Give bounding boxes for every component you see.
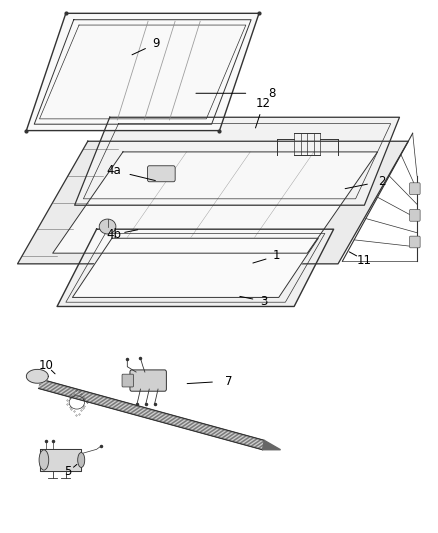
Polygon shape (26, 13, 258, 131)
Polygon shape (262, 440, 280, 450)
Ellipse shape (99, 219, 116, 234)
Polygon shape (72, 238, 318, 297)
FancyBboxPatch shape (130, 370, 166, 391)
FancyBboxPatch shape (409, 236, 419, 248)
FancyBboxPatch shape (122, 374, 133, 387)
FancyBboxPatch shape (409, 183, 419, 195)
Text: 1: 1 (272, 249, 280, 262)
Text: 12: 12 (255, 98, 270, 110)
Polygon shape (39, 449, 81, 471)
Text: 5: 5 (64, 465, 71, 478)
Text: 8: 8 (268, 87, 275, 100)
Text: 2: 2 (377, 175, 385, 188)
FancyBboxPatch shape (147, 166, 175, 182)
Polygon shape (26, 369, 48, 383)
Ellipse shape (78, 453, 85, 467)
Text: 10: 10 (39, 359, 53, 372)
Polygon shape (74, 117, 399, 205)
Ellipse shape (39, 450, 49, 470)
Text: 9: 9 (152, 37, 159, 50)
Text: 4a: 4a (106, 164, 121, 177)
Text: 11: 11 (356, 254, 371, 266)
Text: 4b: 4b (106, 228, 121, 241)
Text: 7: 7 (224, 375, 232, 387)
Polygon shape (53, 152, 377, 253)
FancyBboxPatch shape (409, 209, 419, 221)
Text: 3: 3 (259, 295, 266, 308)
Polygon shape (18, 141, 407, 264)
Polygon shape (57, 229, 333, 306)
